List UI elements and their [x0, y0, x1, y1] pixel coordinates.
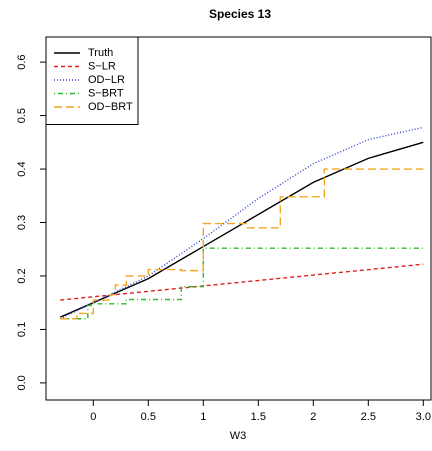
- x-tick-label: 1.5: [251, 411, 266, 423]
- x-axis-label: W3: [230, 430, 247, 442]
- x-tick-label: 1: [200, 411, 206, 423]
- series-line: [59, 126, 424, 320]
- chart-title: Species 13: [209, 7, 271, 21]
- series-line: [60, 168, 424, 320]
- legend-label: Truth: [88, 47, 113, 59]
- y-tick-label: 0.4: [16, 161, 28, 176]
- legend-box: [45, 36, 139, 125]
- x-tick-label: 0.5: [141, 411, 156, 423]
- y-tick-label: 0.3: [16, 215, 28, 230]
- plot-frame: [45, 36, 432, 401]
- series-line: [60, 263, 424, 301]
- y-tick-label: 0.6: [16, 54, 28, 69]
- y-tick-label: 0.0: [16, 375, 28, 390]
- legend-label: OD−BRT: [88, 101, 133, 113]
- y-tick-label: 0.5: [16, 108, 28, 123]
- series-line: [60, 141, 424, 318]
- x-tick-label: 2: [310, 411, 316, 423]
- y-tick-label: 0.2: [16, 268, 28, 283]
- series-line: [60, 247, 424, 320]
- legend-label: OD−LR: [88, 74, 125, 86]
- x-tick-label: 0: [90, 411, 96, 423]
- legend-label: S−BRT: [88, 87, 124, 99]
- x-tick-label: 2.5: [361, 411, 376, 423]
- y-tick-label: 0.1: [16, 322, 28, 337]
- legend-label: S−LR: [88, 60, 116, 72]
- x-tick-label: 3.0: [416, 411, 431, 423]
